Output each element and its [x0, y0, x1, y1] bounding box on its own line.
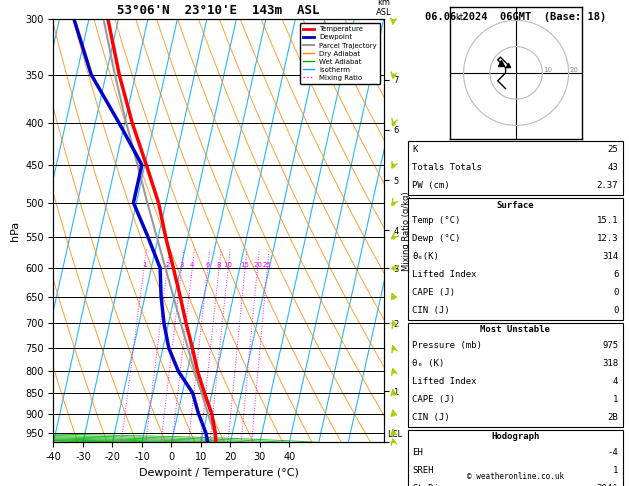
Text: SREH: SREH	[412, 466, 433, 475]
Text: 43: 43	[608, 163, 618, 173]
Y-axis label: hPa: hPa	[9, 221, 19, 241]
Text: 06.06.2024  06GMT  (Base: 18): 06.06.2024 06GMT (Base: 18)	[425, 12, 606, 22]
Text: -4: -4	[608, 448, 618, 457]
Text: 15.1: 15.1	[597, 216, 618, 226]
Text: StmDir: StmDir	[412, 484, 444, 486]
Text: K: K	[412, 145, 418, 155]
Text: CIN (J): CIN (J)	[412, 413, 450, 422]
Text: 8: 8	[217, 262, 221, 268]
Text: 3: 3	[179, 262, 184, 268]
Text: 10: 10	[543, 67, 553, 72]
Text: 0: 0	[613, 288, 618, 297]
Text: 6: 6	[206, 262, 210, 268]
Legend: Temperature, Dewpoint, Parcel Trajectory, Dry Adiabat, Wet Adiabat, Isotherm, Mi: Temperature, Dewpoint, Parcel Trajectory…	[299, 23, 380, 85]
X-axis label: Dewpoint / Temperature (°C): Dewpoint / Temperature (°C)	[138, 468, 299, 478]
Text: 15: 15	[241, 262, 250, 268]
Text: 6: 6	[613, 270, 618, 279]
Text: EH: EH	[412, 448, 423, 457]
Text: 1: 1	[142, 262, 147, 268]
Text: 20: 20	[253, 262, 262, 268]
Text: Temp (°C): Temp (°C)	[412, 216, 460, 226]
Text: θₑ (K): θₑ (K)	[412, 359, 444, 368]
Text: Pressure (mb): Pressure (mb)	[412, 341, 482, 350]
Text: 10: 10	[224, 262, 233, 268]
Text: 314: 314	[602, 252, 618, 261]
Text: CAPE (J): CAPE (J)	[412, 288, 455, 297]
Text: 2B: 2B	[608, 413, 618, 422]
Text: km
ASL: km ASL	[376, 0, 391, 17]
Text: 1: 1	[613, 395, 618, 404]
Text: 4: 4	[613, 377, 618, 386]
Text: 0: 0	[613, 306, 618, 315]
Text: 2.37: 2.37	[597, 181, 618, 191]
Text: CIN (J): CIN (J)	[412, 306, 450, 315]
Text: 1: 1	[613, 466, 618, 475]
Text: Surface: Surface	[496, 201, 534, 209]
Text: kt: kt	[456, 14, 464, 22]
Text: 25: 25	[263, 262, 272, 268]
Text: Hodograph: Hodograph	[491, 433, 539, 441]
Text: 20: 20	[570, 67, 579, 72]
Text: 12.3: 12.3	[597, 234, 618, 243]
Text: 2: 2	[165, 262, 169, 268]
Text: Lifted Index: Lifted Index	[412, 270, 477, 279]
Text: PW (cm): PW (cm)	[412, 181, 450, 191]
Text: LCL: LCL	[387, 430, 402, 438]
Text: 4: 4	[190, 262, 194, 268]
Text: 318: 318	[602, 359, 618, 368]
Text: 304°: 304°	[597, 484, 618, 486]
Text: CAPE (J): CAPE (J)	[412, 395, 455, 404]
Text: Totals Totals: Totals Totals	[412, 163, 482, 173]
Text: 25: 25	[608, 145, 618, 155]
Text: θₑ(K): θₑ(K)	[412, 252, 439, 261]
Text: Most Unstable: Most Unstable	[480, 326, 550, 334]
Text: Lifted Index: Lifted Index	[412, 377, 477, 386]
Text: 975: 975	[602, 341, 618, 350]
Y-axis label: Mixing Ratio (g/kg): Mixing Ratio (g/kg)	[401, 191, 411, 271]
Text: © weatheronline.co.uk: © weatheronline.co.uk	[467, 472, 564, 481]
Text: 53°06'N  23°10'E  143m  ASL: 53°06'N 23°10'E 143m ASL	[118, 4, 320, 17]
Text: Dewp (°C): Dewp (°C)	[412, 234, 460, 243]
